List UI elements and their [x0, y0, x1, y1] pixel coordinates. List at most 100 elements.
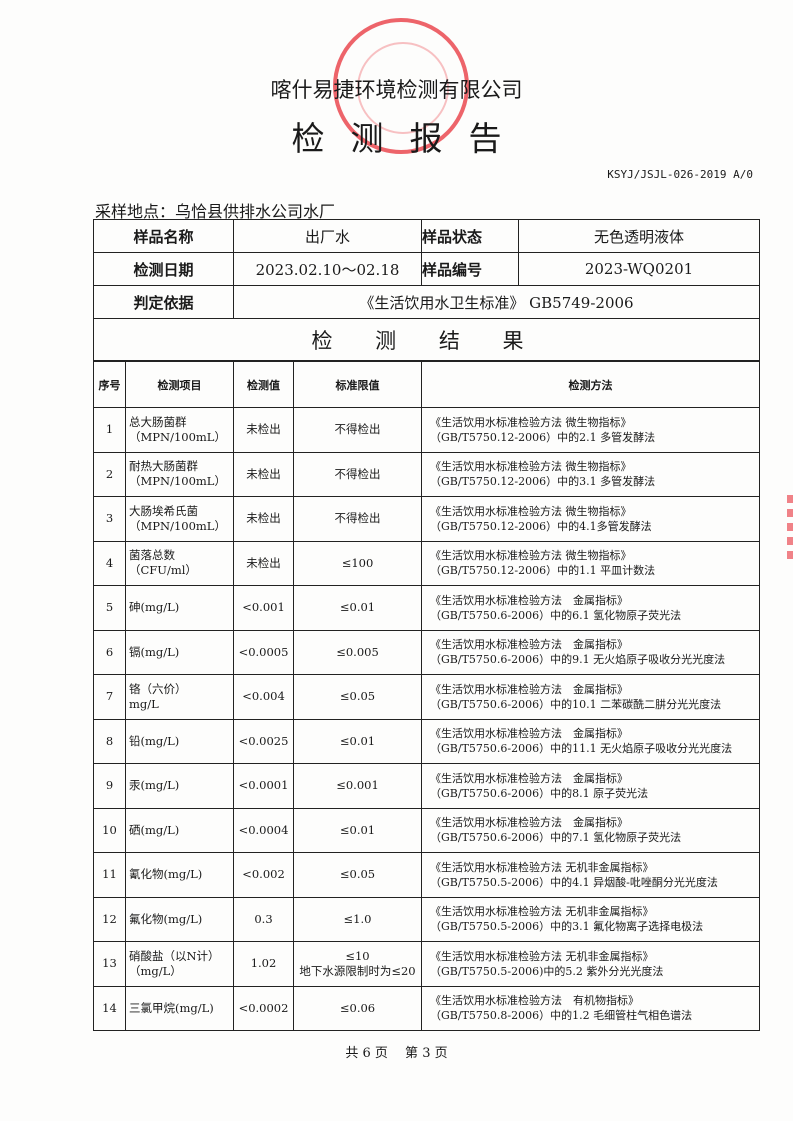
method-detail: （GB/T5750.12-2006）中的2.1 多管发酵法	[430, 430, 656, 444]
table-row: 12 氟化物(mg/L) 0.3 ≤1.0 《生活饮用水标准检验方法 无机非金属指标》（…	[93, 896, 760, 942]
limit: ≤0.06	[339, 1000, 376, 1015]
sample-state-label: 样品状态	[421, 219, 519, 253]
row-no: 11	[93, 852, 126, 898]
method-detail: （GB/T5750.8-2006）中的1.2 毛细管柱气相色谱法	[430, 1009, 693, 1023]
item-unit: mg/L	[129, 696, 159, 711]
table-row: 6 镉(mg/L) <0.0005 ≤0.005 《生活饮用水标准检验方法 金属指标》（…	[93, 629, 760, 675]
row-value: <0.0004	[233, 807, 294, 853]
document-code: KSYJ/JSJL-026-2019 A/0	[607, 168, 753, 181]
table-row: 11 氰化物(mg/L) <0.002 ≤0.05 《生活饮用水标准检验方法 无机非金属…	[93, 852, 760, 898]
row-item: 铅(mg/L)	[125, 718, 234, 764]
limit: ≤0.05	[339, 689, 376, 704]
row-method: 《生活饮用水标准检验方法 无机非金属指标》 （GB/T5750.5-2006）中的…	[421, 852, 760, 898]
limit: ≤0.01	[339, 822, 376, 837]
limit: ≤0.005	[336, 644, 379, 659]
row-value: <0.002	[233, 852, 294, 898]
col-method: 检测方法	[421, 361, 760, 408]
limit: ≤100	[341, 555, 374, 570]
row-value: 未检出	[233, 540, 294, 586]
item-name: 总大肠菌群	[129, 414, 187, 429]
row-item: 菌落总数 （CFU/ml）	[125, 540, 234, 586]
limit: 不得检出	[334, 511, 381, 526]
item-name: 硒(mg/L)	[129, 822, 180, 837]
row-limit: ≤0.01	[293, 807, 422, 853]
sample-no-label: 样品编号	[421, 252, 519, 286]
row-limit: ≤0.005	[293, 629, 422, 675]
method-standard: 《生活饮用水标准检验方法 无机非金属指标》	[430, 949, 654, 963]
row-no: 10	[93, 807, 126, 853]
row-limit: ≤1.0	[293, 896, 422, 942]
item-name: 铅(mg/L)	[129, 733, 180, 748]
row-value: <0.001	[233, 585, 294, 631]
row-method: 《生活饮用水标准检验方法 无机非金属指标》 （GB/T5750.5-2006）中的…	[421, 896, 760, 942]
row-item: 氰化物(mg/L)	[125, 852, 234, 898]
limit: 不得检出	[334, 422, 381, 437]
method-standard: 《生活饮用水标准检验方法 有机物指标》	[430, 994, 639, 1008]
sample-name: 出厂水	[233, 219, 422, 253]
report-title: 检测报告	[291, 119, 528, 158]
row-value: <0.0002	[233, 985, 294, 1031]
method-standard: 《生活饮用水标准检验方法 金属指标》	[430, 727, 628, 741]
item-name: 菌落总数	[129, 548, 175, 563]
table-row: 4 菌落总数 （CFU/ml） 未检出 ≤100 《生活饮用水标准检验方法 微生物指标》（…	[93, 540, 760, 586]
row-no: 9	[93, 763, 126, 809]
row-item: 硒(mg/L)	[125, 807, 234, 853]
row-method: 《生活饮用水标准检验方法 金属指标》 （GB/T5750.6-2006）中的7.1…	[421, 807, 760, 853]
method-detail: （GB/T5750.6-2006）中的10.1 二苯碳酰二肼分光光度法	[430, 697, 722, 711]
table-row: 8 铅(mg/L) <0.0025 ≤0.01 《生活饮用水标准检验方法 金属指标》 （G…	[93, 718, 760, 764]
company-seal	[333, 18, 469, 154]
row-value: 未检出	[233, 451, 294, 497]
row-item: 硝酸盐（以N计） （mg/L）	[125, 941, 234, 987]
row-no: 4	[93, 540, 126, 586]
method-detail: （GB/T5750.6-2006）中的11.1 无火焰原子吸收分光光度法	[430, 742, 733, 756]
row-no: 1	[93, 407, 126, 453]
row-value: <0.0005	[233, 629, 294, 675]
method-standard: 《生活饮用水标准检验方法 金属指标》	[430, 682, 628, 696]
row-item: 总大肠菌群 （MPN/100mL）	[125, 407, 234, 453]
item-name: 铬（六价）	[129, 681, 187, 696]
table-row: 9 汞(mg/L) <0.0001 ≤0.001 《生活饮用水标准检验方法 金属指标》（…	[93, 763, 760, 809]
col-value: 检测值	[233, 361, 294, 408]
method-standard: 《生活饮用水标准检验方法 无机非金属指标》	[430, 860, 654, 874]
table-row: 7 铬（六价） mg/L <0.004 ≤0.05 《生活饮用水标准检验方法 金属指标》（…	[93, 674, 760, 720]
item-name: 硝酸盐（以N计）	[129, 948, 220, 963]
basis: 《生活饮用水卫生标准》 GB5749-2006	[233, 285, 760, 319]
row-limit: ≤0.06	[293, 985, 422, 1031]
limit: ≤1.0	[343, 911, 372, 926]
col-no: 序号	[93, 361, 126, 408]
row-value: 0.3	[233, 896, 294, 942]
table-row: 14 三氯甲烷(mg/L) <0.0002 ≤0.06 《生活饮用水标准检验方法 有机物…	[93, 985, 760, 1031]
row-method: 《生活饮用水标准检验方法 金属指标》 （GB/T5750.6-2006）中的10.…	[421, 674, 760, 720]
sample-name-label: 样品名称	[93, 219, 234, 253]
row-value: <0.004	[233, 674, 294, 720]
results-header-row: 序号 检测项目 检测值 标准限值 检测方法	[93, 361, 760, 408]
row-no: 2	[93, 451, 126, 497]
table-row: 5 砷(mg/L) <0.001 ≤0.01 《生活饮用水标准检验方法 金属指标》 （GB…	[93, 585, 760, 631]
item-name: 大肠埃希氏菌	[129, 503, 198, 518]
sample-info-table: 样品名称 出厂水 样品状态 无色透明液体 检测日期 2023.02.10～02.…	[93, 219, 760, 361]
row-limit: ≤0.01	[293, 585, 422, 631]
row-no: 6	[93, 629, 126, 675]
row-method: 《生活饮用水标准检验方法 有机物指标》 （GB/T5750.8-2006）中的1.…	[421, 985, 760, 1031]
method-detail: （GB/T5750.5-2006）中的3.1 氟化物离子选择电极法	[430, 920, 704, 934]
item-name: 砷(mg/L)	[129, 600, 180, 615]
row-method: 《生活饮用水标准检验方法 微生物指标》 （GB/T5750.12-2006）中的2…	[421, 407, 760, 453]
table-row: 13 硝酸盐（以N计） （mg/L） 1.02 ≤10 地下水源限制时为≤20 《生活饮用水…	[93, 941, 760, 987]
method-detail: （GB/T5750.12-2006）中的3.1 多管发酵法	[430, 475, 656, 489]
item-unit: （MPN/100mL）	[129, 518, 226, 533]
item-unit: （MPN/100mL）	[129, 474, 226, 489]
col-item: 检测项目	[125, 361, 234, 408]
limit: ≤0.01	[339, 600, 376, 615]
row-limit: ≤0.001	[293, 763, 422, 809]
row-no: 13	[93, 941, 126, 987]
company-name: 喀什易捷环境检测有限公司	[270, 78, 523, 102]
row-value: 未检出	[233, 407, 294, 453]
results-table: 序号 检测项目 检测值 标准限值 检测方法 1 总大肠菌群 （MPN/100mL）未…	[93, 361, 760, 1031]
row-item: 镉(mg/L)	[125, 629, 234, 675]
table-row: 3 大肠埃希氏菌 （MPN/100mL） 未检出 不得检出 《生活饮用水标准检验方法 微生…	[93, 496, 760, 542]
row-item: 三氯甲烷(mg/L)	[125, 985, 234, 1031]
item-unit: （MPN/100mL）	[129, 429, 226, 444]
sample-state: 无色透明液体	[518, 219, 760, 253]
limit: 不得检出	[334, 466, 381, 481]
